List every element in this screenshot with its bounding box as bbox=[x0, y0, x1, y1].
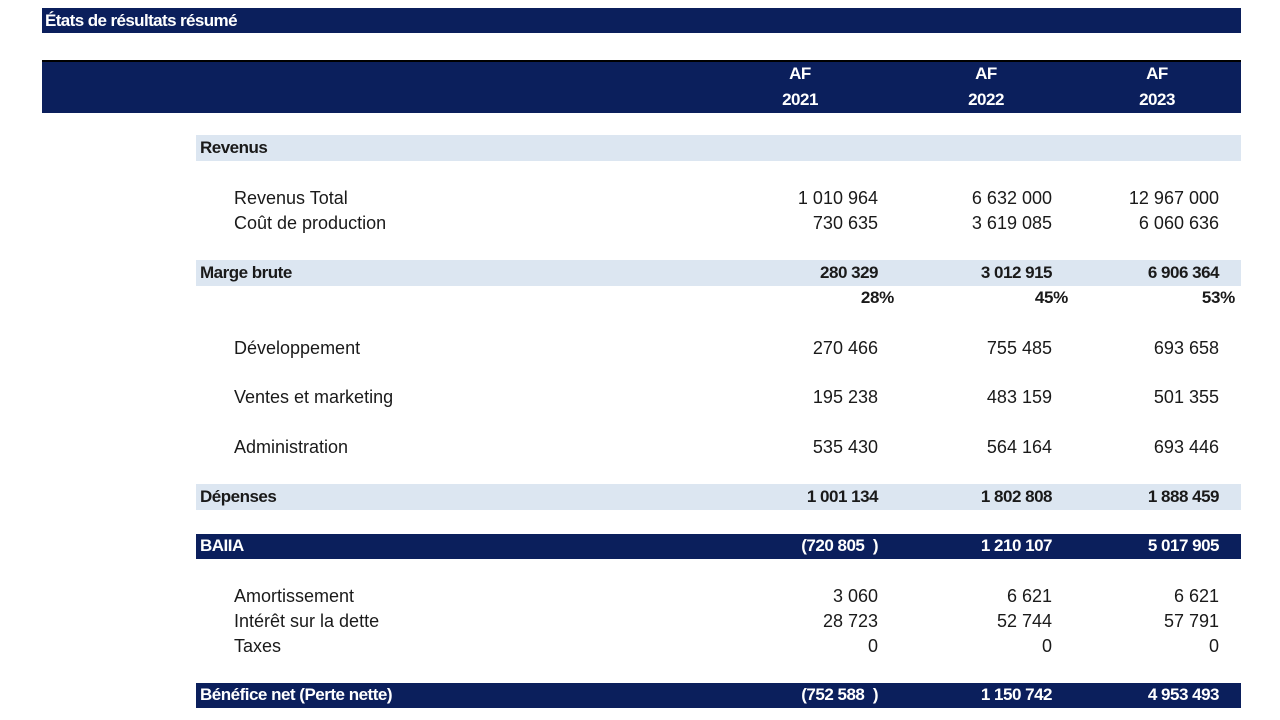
cell-benefice-2023: 4 953 493 bbox=[1147, 685, 1220, 704]
row-label-benefice: Bénéfice net (Perte nette) bbox=[200, 685, 393, 704]
cell-administration-2023: 693 446 bbox=[1153, 437, 1219, 457]
column-header-prefix: AF bbox=[1146, 64, 1168, 83]
section-label-revenus: Revenus bbox=[200, 138, 268, 157]
cell-administration-2021: 535 430 bbox=[812, 437, 878, 457]
row-label-developpement: Développement bbox=[234, 338, 361, 358]
cell-interet-2021: 28 723 bbox=[822, 611, 878, 631]
cell-depenses-2021: 1 001 134 bbox=[806, 487, 879, 506]
cell-cout-production-2023: 6 060 636 bbox=[1138, 213, 1219, 233]
page-title: États de résultats résumé bbox=[42, 8, 1241, 33]
row-label-cout-production: Coût de production bbox=[234, 213, 387, 233]
cell-depenses-2022: 1 802 808 bbox=[980, 487, 1053, 506]
row-label-depenses: Dépenses bbox=[200, 487, 277, 506]
cell-taxes-2022: 0 bbox=[1041, 636, 1052, 656]
cell-interet-2023: 57 791 bbox=[1163, 611, 1219, 631]
row-label-administration: Administration bbox=[234, 437, 349, 457]
cell-ventes-marketing-2022: 483 159 bbox=[986, 387, 1052, 407]
cell-taxes-2021: 0 bbox=[867, 636, 878, 656]
cell-amortissement-2022: 6 621 bbox=[1006, 586, 1052, 606]
cell-administration-2022: 564 164 bbox=[986, 437, 1052, 457]
column-header-year: 2021 bbox=[782, 90, 818, 109]
section-band-revenus bbox=[196, 135, 1241, 161]
cell-cout-production-2022: 3 619 085 bbox=[971, 213, 1052, 233]
cell-baiia-2021: (720 805 ) bbox=[801, 536, 878, 555]
cell-cout-production-2021: 730 635 bbox=[812, 213, 878, 233]
cell-amortissement-2021: 3 060 bbox=[832, 586, 878, 606]
row-label-amortissement: Amortissement bbox=[234, 586, 355, 606]
cell-developpement-2021: 270 466 bbox=[812, 338, 878, 358]
cell-developpement-2022: 755 485 bbox=[986, 338, 1052, 358]
cell-revenus-total-2022: 6 632 000 bbox=[971, 188, 1052, 208]
cell-baiia-2023: 5 017 905 bbox=[1147, 536, 1220, 555]
cell-taxes-2023: 0 bbox=[1208, 636, 1219, 656]
cell-ventes-marketing-2021: 195 238 bbox=[812, 387, 878, 407]
column-header-year: 2023 bbox=[1139, 90, 1175, 109]
cell-benefice-2021: (752 588 ) bbox=[801, 685, 878, 704]
row-label-revenus-total: Revenus Total bbox=[234, 188, 348, 208]
cell-baiia-2022: 1 210 107 bbox=[980, 536, 1053, 555]
cell-developpement-2023: 693 658 bbox=[1153, 338, 1219, 358]
column-header-year: 2022 bbox=[968, 90, 1004, 109]
cell-interet-2022: 52 744 bbox=[996, 611, 1052, 631]
cell-amortissement-2023: 6 621 bbox=[1173, 586, 1219, 606]
column-header-2022: AF 2022 bbox=[941, 61, 1031, 113]
row-label-ventes-marketing: Ventes et marketing bbox=[234, 387, 394, 407]
cell-marge-pct-2021: 28% bbox=[860, 288, 894, 307]
cell-benefice-2022: 1 150 742 bbox=[980, 685, 1053, 704]
section-band-benefice bbox=[196, 683, 1241, 708]
column-header-2023: AF 2023 bbox=[1112, 61, 1202, 113]
section-band-depenses bbox=[196, 484, 1241, 510]
column-header-2021: AF 2021 bbox=[755, 61, 845, 113]
column-header-prefix: AF bbox=[975, 64, 997, 83]
column-header-bar: AF 2021 AF 2022 AF 2023 bbox=[42, 60, 1241, 113]
column-header-prefix: AF bbox=[789, 64, 811, 83]
cell-marge-brute-2021: 280 329 bbox=[820, 263, 878, 282]
section-band-marge-brute bbox=[196, 260, 1241, 286]
cell-depenses-2023: 1 888 459 bbox=[1147, 487, 1220, 506]
cell-marge-pct-2022: 45% bbox=[1034, 288, 1068, 307]
cell-marge-brute-2023: 6 906 364 bbox=[1147, 263, 1220, 282]
cell-revenus-total-2021: 1 010 964 bbox=[797, 188, 878, 208]
row-label-marge-brute: Marge brute bbox=[200, 263, 292, 282]
row-label-baiia: BAIIA bbox=[200, 536, 244, 555]
cell-ventes-marketing-2023: 501 355 bbox=[1153, 387, 1219, 407]
cell-marge-brute-2022: 3 012 915 bbox=[980, 263, 1053, 282]
cell-marge-pct-2023: 53% bbox=[1201, 288, 1235, 307]
row-label-taxes: Taxes bbox=[234, 636, 282, 656]
row-label-interet: Intérêt sur la dette bbox=[234, 611, 380, 631]
cell-revenus-total-2023: 12 967 000 bbox=[1128, 188, 1219, 208]
section-band-baiia bbox=[196, 534, 1241, 559]
